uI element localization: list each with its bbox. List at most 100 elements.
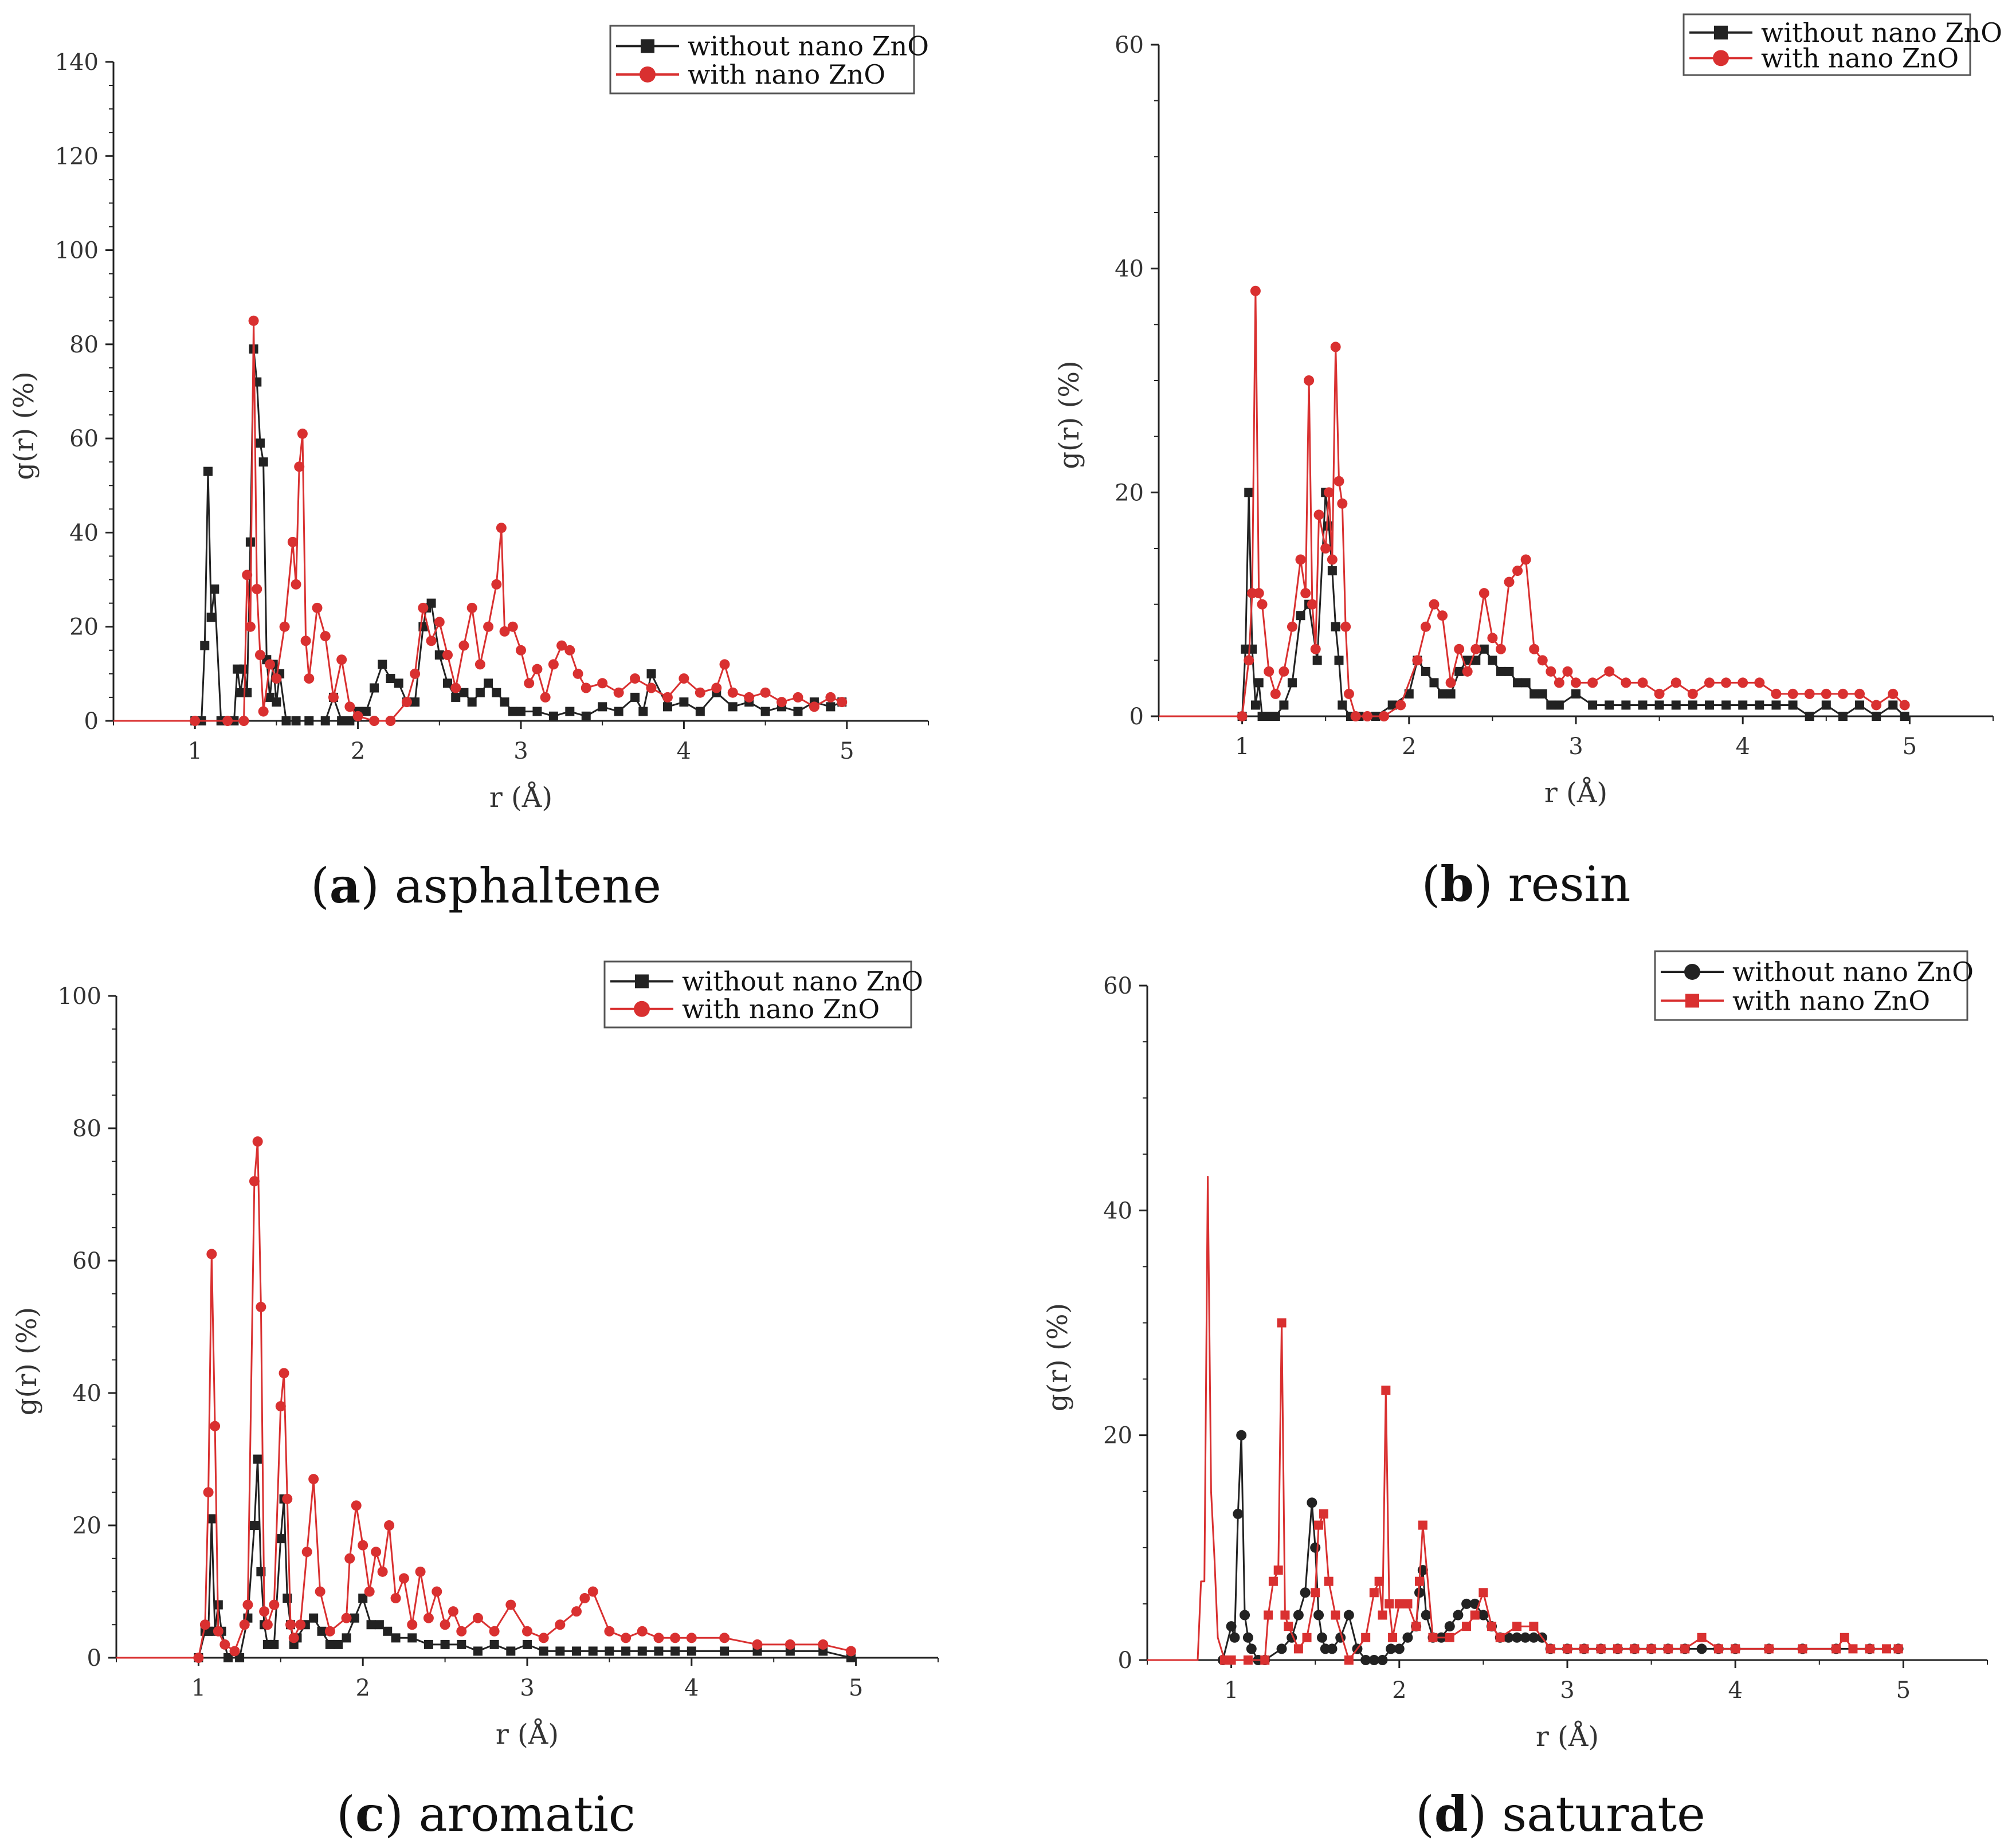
- data-point: [282, 1494, 292, 1504]
- data-point: [294, 461, 304, 472]
- data-point: [1621, 677, 1631, 688]
- data-point: [579, 1593, 590, 1603]
- data-point: [809, 701, 819, 712]
- data-point: [1454, 644, 1464, 654]
- data-point: [1900, 700, 1910, 710]
- legend-entry: with nano ZnO: [1761, 42, 1959, 73]
- data-point: [1418, 1521, 1427, 1530]
- data-point: [695, 688, 705, 698]
- panel-caption: (d) saturate: [1415, 1786, 1705, 1842]
- data-point: [219, 1639, 230, 1650]
- data-point: [496, 523, 507, 533]
- x-tick-label: 1: [1224, 1677, 1238, 1704]
- x-tick-label: 2: [355, 1675, 370, 1701]
- data-point: [1237, 711, 1248, 721]
- data-point: [776, 697, 787, 707]
- data-point: [440, 1619, 450, 1630]
- data-point: [441, 1640, 450, 1649]
- data-point: [582, 712, 591, 721]
- data-point: [1421, 667, 1430, 676]
- data-point: [637, 1626, 648, 1637]
- data-point: [1513, 678, 1522, 687]
- data-point: [1697, 1643, 1707, 1654]
- data-point: [269, 1640, 279, 1649]
- data-point: [258, 707, 269, 717]
- data-point: [424, 1640, 433, 1649]
- data-point: [1287, 622, 1297, 632]
- x-tick-label: 2: [1392, 1677, 1406, 1704]
- data-point: [1848, 1644, 1857, 1653]
- x-axis-label: r (Å): [496, 1718, 559, 1751]
- data-point: [1496, 667, 1505, 676]
- x-tick-label: 4: [1728, 1677, 1742, 1704]
- data-point: [785, 1639, 795, 1650]
- data-point: [475, 659, 485, 669]
- data-point: [670, 1646, 680, 1655]
- y-tick-label: 80: [69, 332, 99, 358]
- data-point: [1415, 1577, 1424, 1586]
- legend-entry: without nano ZnO: [682, 966, 923, 997]
- data-point: [240, 665, 249, 674]
- data-point: [630, 693, 640, 702]
- data-point: [1688, 700, 1697, 709]
- data-point: [467, 603, 477, 613]
- data-point: [1303, 1633, 1312, 1642]
- data-point: [540, 692, 551, 703]
- data-point: [1738, 677, 1748, 688]
- legend: without nano ZnOwith nano ZnO: [610, 26, 929, 93]
- data-point: [250, 1521, 259, 1530]
- data-point: [1277, 1319, 1287, 1328]
- data-point: [1254, 588, 1264, 598]
- data-point: [367, 1620, 376, 1629]
- data-point: [207, 613, 216, 622]
- data-point: [1314, 1521, 1323, 1530]
- data-point: [1831, 1644, 1841, 1653]
- data-point: [646, 683, 657, 693]
- data-point: [456, 1626, 466, 1637]
- data-point: [1320, 543, 1331, 554]
- legend-marker-square: [635, 975, 649, 988]
- data-point: [434, 617, 445, 627]
- data-point: [1538, 655, 1548, 665]
- caption-letter: d: [1434, 1786, 1468, 1842]
- data-point: [760, 688, 771, 698]
- data-point: [344, 701, 355, 712]
- data-point: [614, 707, 623, 716]
- data-point: [1338, 700, 1347, 709]
- data-point: [1638, 700, 1647, 709]
- y-tick-label: 0: [1118, 1647, 1132, 1674]
- data-point: [489, 1626, 500, 1637]
- data-point: [825, 692, 836, 703]
- data-point: [720, 659, 730, 669]
- data-point: [423, 1613, 434, 1623]
- data-point: [1888, 700, 1897, 709]
- data-point: [1274, 1565, 1283, 1575]
- data-point: [1478, 1610, 1488, 1621]
- data-point: [1411, 1622, 1421, 1631]
- data-point: [253, 1455, 262, 1464]
- data-point: [1395, 1599, 1404, 1608]
- data-point: [399, 1573, 409, 1583]
- data-point: [334, 1640, 343, 1649]
- data-point: [200, 1619, 210, 1630]
- caption-paren-open: (: [1415, 1786, 1434, 1842]
- data-point: [532, 707, 542, 716]
- data-point: [1378, 1611, 1387, 1620]
- data-point: [394, 678, 403, 688]
- data-point: [1605, 700, 1614, 709]
- data-point: [1546, 1644, 1555, 1653]
- data-point: [728, 688, 738, 698]
- legend-marker-circle: [634, 1001, 650, 1017]
- data-point: [1805, 712, 1814, 721]
- data-point: [344, 1553, 355, 1564]
- data-point: [752, 1639, 763, 1650]
- data-point: [345, 716, 354, 725]
- data-point: [1838, 712, 1848, 721]
- data-point: [679, 697, 688, 707]
- data-point: [589, 1646, 598, 1655]
- data-point: [484, 678, 493, 688]
- data-point: [325, 1640, 335, 1649]
- data-point: [744, 692, 754, 703]
- data-point: [1334, 656, 1343, 665]
- data-point: [573, 669, 583, 679]
